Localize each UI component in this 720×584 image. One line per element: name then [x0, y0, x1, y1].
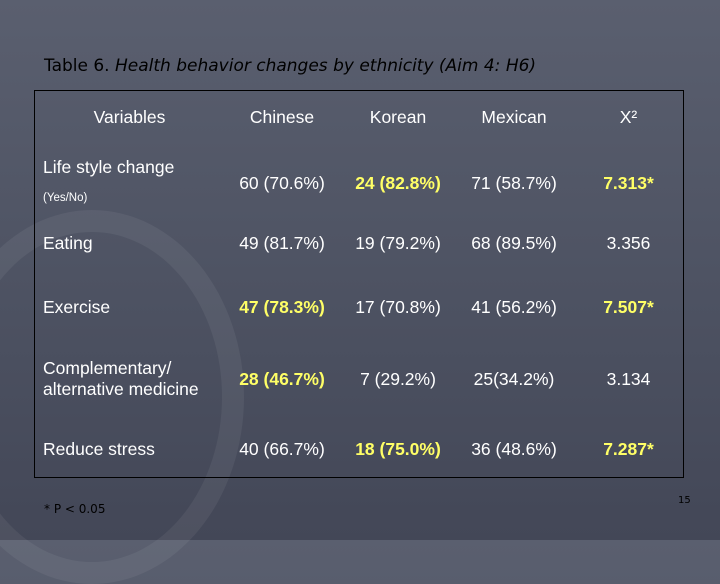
- row-label: Exercise: [43, 296, 111, 317]
- header-variables: Variables: [93, 107, 166, 127]
- cell-chinese: 49 (81.7%): [239, 232, 325, 253]
- cell-chinese: 60 (70.6%): [239, 172, 325, 193]
- cell-x2: 7.313*: [603, 172, 654, 193]
- table-row: Life style change (Yes/No) 60 (70.6%) 24…: [35, 155, 685, 211]
- footnote: * P < 0.05: [44, 502, 106, 516]
- cell-korean: 17 (70.8%): [355, 296, 441, 317]
- row-label: Complementary/ alternative medicine: [43, 358, 199, 399]
- cell-x2: 3.134: [606, 368, 651, 389]
- header-chinese: Chinese: [249, 107, 315, 127]
- cell-korean: 19 (79.2%): [355, 232, 441, 253]
- row-label: Eating: [43, 232, 93, 253]
- cell-x2: 3.356: [606, 232, 651, 253]
- cell-chinese: 28 (46.7%): [239, 368, 325, 389]
- header-chi-square: X²: [619, 107, 638, 127]
- cell-chinese: 47 (78.3%): [239, 296, 325, 317]
- cell-korean: 7 (29.2%): [360, 368, 436, 389]
- table-header-row: Variables Chinese Korean Mexican X²: [35, 91, 685, 155]
- row-label: Reduce stress: [43, 438, 155, 459]
- cell-mexican: 68 (89.5%): [471, 232, 557, 253]
- cell-korean: 24 (82.8%): [355, 172, 441, 193]
- table-row: Complementary/ alternative medicine 28 (…: [35, 339, 685, 419]
- cell-x2: 7.287*: [603, 438, 654, 459]
- row-sublabel: (Yes/No): [43, 191, 88, 204]
- row-label-cell: Life style change (Yes/No): [35, 155, 224, 211]
- table-row: Eating 49 (81.7%) 19 (79.2%) 68 (89.5%) …: [35, 211, 685, 275]
- cell-mexican: 36 (48.6%): [471, 438, 557, 459]
- page-number: 15: [678, 495, 691, 506]
- cell-x2: 7.507*: [603, 296, 654, 317]
- slide-title: Table 6. Health behavior changes by ethn…: [44, 56, 536, 76]
- cell-mexican: 41 (56.2%): [471, 296, 557, 317]
- results-table: Variables Chinese Korean Mexican X² Life…: [34, 90, 684, 478]
- header-korean: Korean: [369, 107, 427, 127]
- cell-mexican: 71 (58.7%): [471, 172, 557, 193]
- title-italic: Health behavior changes by ethnicity (Ai…: [115, 56, 537, 76]
- table-row: Exercise 47 (78.3%) 17 (70.8%) 41 (56.2%…: [35, 275, 685, 339]
- cell-mexican: 25(34.2%): [473, 368, 555, 389]
- title-prefix: Table 6.: [44, 56, 115, 76]
- table-row: Reduce stress 40 (66.7%) 18 (75.0%) 36 (…: [35, 419, 685, 479]
- header-mexican: Mexican: [481, 107, 547, 127]
- cell-chinese: 40 (66.7%): [239, 438, 325, 459]
- row-label: Life style change: [43, 156, 175, 177]
- cell-korean: 18 (75.0%): [355, 438, 441, 459]
